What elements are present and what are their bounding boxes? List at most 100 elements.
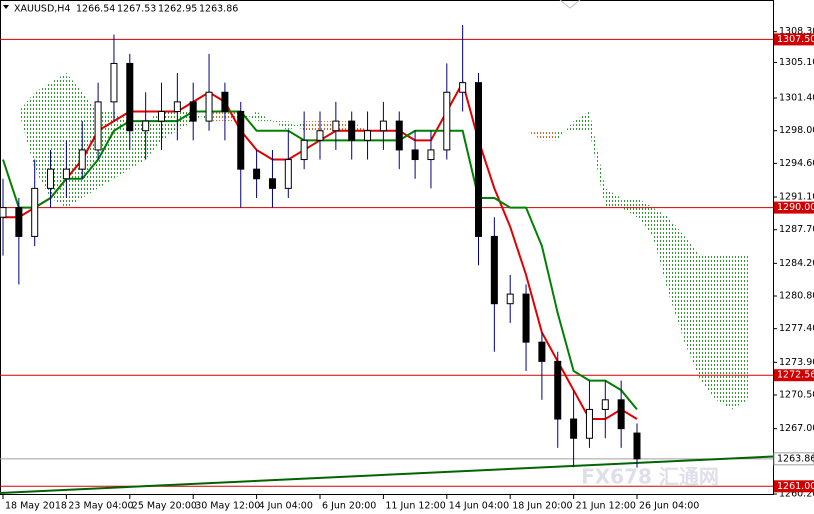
- level-label: 1290.00: [777, 202, 814, 213]
- candle-body: [459, 82, 467, 93]
- cloud-segment: [335, 121, 352, 131]
- candle-body: [427, 149, 435, 161]
- cloud-segment: [605, 188, 622, 208]
- candle-body: [31, 187, 39, 237]
- candle-body: [633, 432, 641, 460]
- candle-body: [443, 91, 451, 151]
- cloud-segment: [684, 236, 701, 381]
- candle-body: [332, 120, 340, 132]
- candle-body: [15, 207, 23, 237]
- candle-body: [475, 82, 482, 237]
- y-tick-label: 1273.90: [779, 357, 814, 368]
- y-tick-label: 1298.00: [779, 125, 814, 136]
- x-tick-label: 21 Jun 12:00: [576, 501, 636, 512]
- y-tick-label: 1291.10: [779, 192, 814, 203]
- cloud-segment: [209, 111, 225, 122]
- candle-body: [585, 408, 593, 439]
- candle-body: [538, 341, 546, 362]
- x-tick-label: 18 May 2018: [5, 501, 67, 512]
- candle-body: [395, 120, 403, 151]
- y-tick-label: 1284.20: [779, 258, 814, 269]
- x-tick-label: 23 May 04:00: [68, 501, 133, 512]
- x-tick-label: 30 May 12:00: [195, 501, 260, 512]
- candle-body: [411, 149, 419, 161]
- x-tick-label: 14 Jun 04:00: [449, 501, 509, 512]
- cloud-segment: [66, 73, 83, 208]
- watermark: FX678 汇通网: [581, 465, 719, 489]
- cloud-segment: [256, 111, 273, 122]
- candle-body: [490, 235, 498, 305]
- cloud-segment: [304, 121, 320, 131]
- x-tick-label: 18 Jun 20:00: [512, 501, 572, 512]
- candle-body: [570, 418, 578, 439]
- y-tick-label: 1280.80: [779, 291, 814, 302]
- level-label-box: [774, 33, 814, 46]
- cloud-segment: [288, 121, 305, 131]
- candle-body: [110, 62, 118, 103]
- candle-body: [189, 101, 197, 122]
- header-low: 1262.95: [158, 4, 197, 15]
- cloud-segment: [526, 130, 542, 141]
- candle-body: [379, 120, 387, 132]
- trendline: [0, 455, 774, 495]
- candle-body: [253, 168, 261, 180]
- price-label: 1263.86: [777, 453, 814, 464]
- cloud-segment: [177, 111, 194, 131]
- candle-body: [62, 168, 70, 180]
- cloud-segment: [573, 111, 590, 131]
- candle-body: [284, 159, 292, 189]
- candle-body: [348, 120, 356, 141]
- price-label-box: [773, 452, 814, 466]
- cloud-segment: [129, 121, 146, 170]
- candle-body: [617, 399, 625, 430]
- x-tick-label: 6 Jun 20:00: [322, 501, 376, 512]
- cloud-segment: [320, 121, 336, 131]
- candle-body: [158, 110, 165, 122]
- candle-body: [522, 293, 530, 343]
- candle-body: [300, 139, 308, 161]
- x-tick-label: 25 May 20:00: [132, 501, 197, 512]
- cloud-segment: [50, 73, 67, 208]
- corner-mark: [559, 0, 581, 9]
- cloud-segment: [589, 111, 606, 208]
- y-tick-label: 1267.00: [779, 423, 814, 434]
- level-label-box: [774, 480, 814, 493]
- candle-body: [94, 101, 102, 151]
- header-close: 1263.86: [199, 4, 238, 15]
- x-tick-label: 4 Jun 04:00: [259, 501, 313, 512]
- candle-body: [78, 149, 86, 170]
- candle-body: [601, 399, 609, 410]
- y-tick-label: 1305.10: [779, 57, 814, 68]
- cloud-segment: [272, 121, 289, 131]
- y-tick-label: 1294.60: [779, 158, 814, 169]
- candle-body: [364, 130, 372, 141]
- candle-body: [221, 91, 229, 112]
- level-label-box: [774, 201, 814, 214]
- candle-body: [126, 62, 134, 132]
- cloud-segment: [145, 111, 162, 160]
- candle-body: [506, 293, 514, 305]
- menu-arrow: [3, 5, 9, 9]
- header-high: 1267.53: [117, 4, 156, 15]
- header-open: 1266.54: [76, 4, 115, 15]
- cloud-segment: [351, 121, 368, 131]
- candle-body: [205, 91, 213, 122]
- cloud-segment: [557, 121, 574, 141]
- candle-body: [173, 101, 181, 112]
- y-tick-label: 1277.40: [779, 323, 814, 334]
- y-tick-label: 1270.50: [779, 390, 814, 401]
- candle-body: [554, 360, 562, 420]
- level-label: 1272.56: [777, 370, 814, 381]
- candle-body: [0, 207, 7, 218]
- x-tick-label: 26 Jun 04:00: [639, 501, 699, 512]
- y-tick-label: 1287.70: [779, 224, 814, 235]
- level-label-box: [774, 369, 814, 382]
- y-tick-label: 1308.30: [779, 26, 814, 37]
- level-label: 1261.00: [777, 481, 814, 492]
- candle-body: [316, 130, 324, 141]
- cloud-segment: [161, 111, 178, 141]
- level-label: 1307.50: [777, 34, 814, 45]
- cloud-segment: [541, 130, 558, 141]
- cloud-segment: [668, 217, 685, 343]
